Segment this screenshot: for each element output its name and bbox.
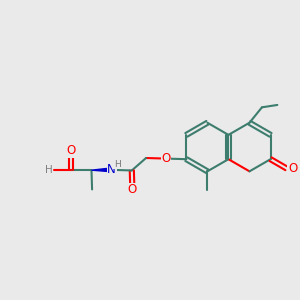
Text: O: O (67, 144, 76, 158)
Text: H: H (114, 160, 121, 169)
Text: O: O (128, 183, 137, 196)
Text: H: H (45, 165, 52, 175)
Polygon shape (92, 168, 112, 172)
Text: N: N (107, 164, 116, 176)
Text: O: O (162, 152, 171, 165)
Text: O: O (288, 162, 297, 175)
